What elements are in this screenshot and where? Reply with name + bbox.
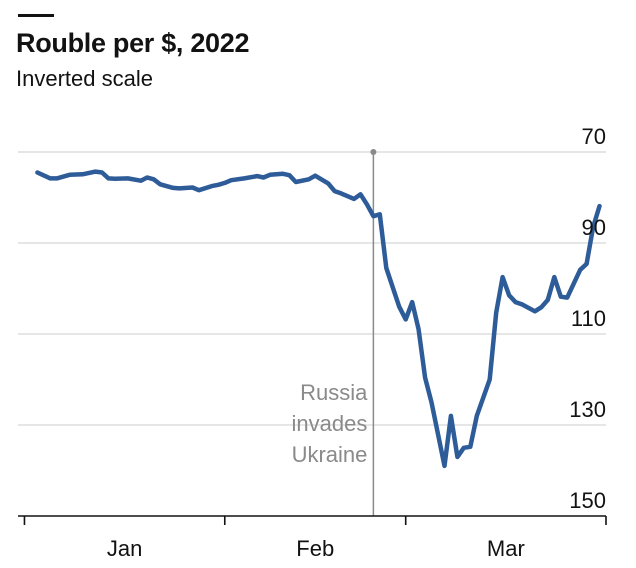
- x-tick-label-jan: Jan: [107, 536, 142, 561]
- y-tick-label-70: 70: [582, 124, 606, 149]
- chart-title: Rouble per $, 2022: [16, 28, 250, 58]
- annotation-text-line: invades: [292, 411, 368, 436]
- x-tick-label-feb: Feb: [296, 536, 334, 561]
- annotation-text-line: Ukraine: [292, 442, 368, 467]
- x-tick-label-mar: Mar: [487, 536, 525, 561]
- y-axis-labels: 70 90 110 130 150: [569, 124, 606, 513]
- annotation-text-line: Russia: [300, 380, 368, 405]
- gridlines: [18, 151, 606, 426]
- y-tick-label-130: 130: [569, 397, 606, 422]
- series-line-0: [35, 169, 602, 469]
- chart-subtitle: Inverted scale: [16, 66, 153, 91]
- series-group: [35, 169, 602, 469]
- x-axis: Jan Feb Mar: [18, 515, 607, 561]
- y-tick-label-90: 90: [582, 215, 606, 240]
- y-tick-label-110: 110: [571, 306, 606, 331]
- y-tick-label-150: 150: [569, 488, 606, 513]
- annotation-dot: [370, 149, 377, 155]
- invasion-annotation: Russia invades Ukraine: [292, 149, 377, 516]
- top-rule: [18, 14, 54, 17]
